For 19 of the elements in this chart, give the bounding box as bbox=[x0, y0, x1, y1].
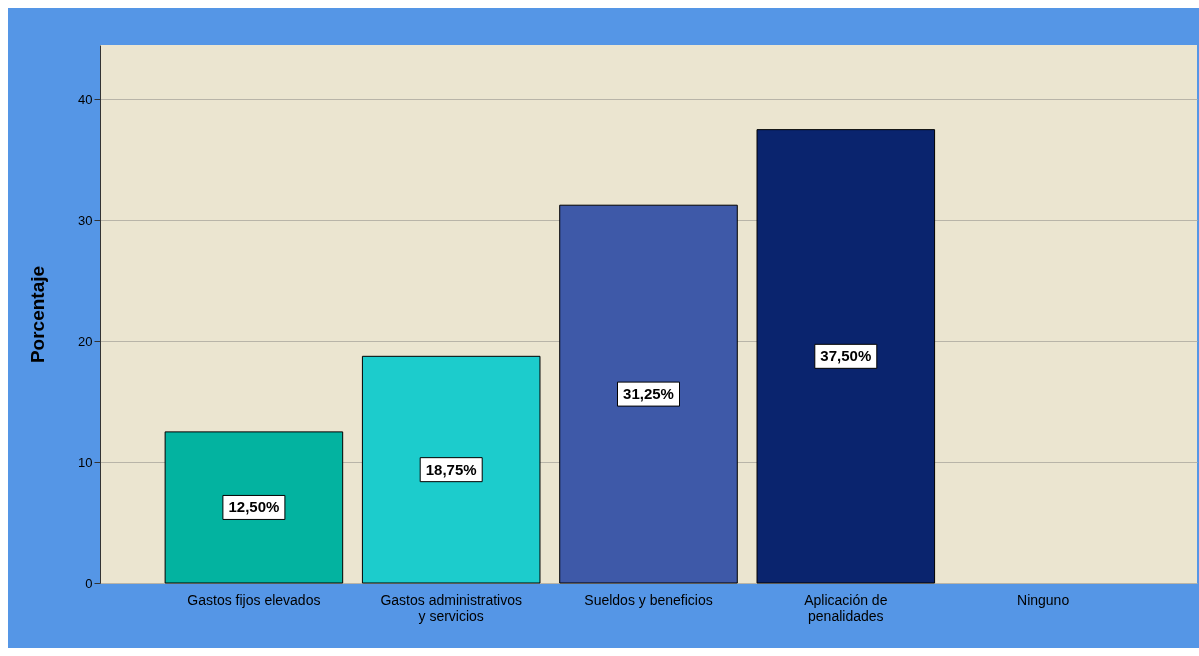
y-tick-label: 30 bbox=[78, 212, 93, 228]
y-tick-label: 10 bbox=[78, 454, 93, 470]
x-tick-label: Sueldos y beneficios bbox=[584, 591, 713, 608]
data-label: 37,50% bbox=[820, 347, 872, 365]
x-tick-label: Gastos fijos elevados bbox=[187, 591, 321, 608]
y-tick-label: 40 bbox=[78, 91, 93, 107]
y-axis-title: Porcentaje bbox=[27, 265, 49, 364]
bar bbox=[361, 355, 541, 584]
x-tick-label: Gastos administrativos y servicios bbox=[380, 591, 522, 624]
data-label: 31,25% bbox=[623, 385, 674, 403]
bar bbox=[756, 129, 936, 584]
x-tick-label: Aplicación de penalidades bbox=[804, 591, 888, 624]
bar bbox=[559, 204, 738, 584]
data-label: 12,50% bbox=[228, 498, 280, 516]
x-tick-label: Ninguno bbox=[1017, 591, 1070, 608]
y-tick-label: 0 bbox=[85, 575, 93, 591]
y-tick-label: 20 bbox=[78, 333, 93, 349]
data-label: 18,75% bbox=[425, 460, 477, 478]
bar bbox=[164, 431, 344, 584]
